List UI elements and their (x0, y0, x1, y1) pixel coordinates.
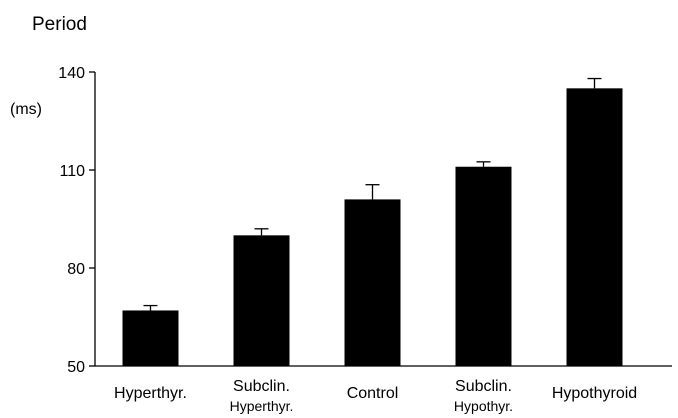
bar-5 (566, 88, 623, 366)
x-tick-sublabel-2: Hyperthyr. (230, 398, 294, 414)
error-bar-1 (143, 304, 158, 311)
y-tick-label-80: 80 (67, 261, 85, 278)
error-bar-5 (587, 77, 602, 89)
y-tick-label-50: 50 (67, 359, 85, 376)
bar-2 (233, 235, 290, 366)
bar-3 (344, 199, 401, 366)
error-bars-group (143, 77, 602, 311)
chart-title: Period (32, 14, 87, 35)
error-bar-2 (254, 228, 269, 236)
bar-1 (122, 310, 179, 366)
x-tick-label-4: Subclin. (455, 378, 512, 395)
y-axis-unit-label: (ms) (10, 101, 42, 118)
x-axis-labels: Hyperthyr. Subclin. Hyperthyr. Control Subcl… (114, 378, 637, 414)
x-tick-label-5: Hypothyroid (552, 385, 637, 402)
error-bar-4 (476, 161, 491, 167)
bars-group (122, 88, 623, 366)
y-tick-label-140: 140 (58, 65, 85, 82)
x-tick-label-2: Subclin. (233, 378, 290, 395)
y-tick-label-110: 110 (59, 163, 85, 180)
error-bar-3 (365, 184, 380, 200)
x-tick-label-1: Hyperthyr. (114, 385, 187, 402)
y-axis-ticks: 50 80 110 140 (58, 65, 95, 376)
bar-4 (455, 166, 512, 366)
x-tick-sublabel-4: Hypothyr. (454, 398, 513, 414)
x-tick-label-3: Control (347, 385, 399, 402)
